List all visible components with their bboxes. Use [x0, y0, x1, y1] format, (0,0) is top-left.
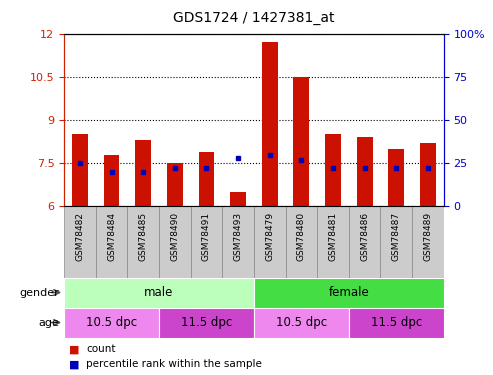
- Bar: [230, 192, 246, 206]
- Bar: [381, 206, 412, 278]
- Text: GSM78489: GSM78489: [423, 212, 432, 261]
- Text: GSM78493: GSM78493: [234, 212, 243, 261]
- Text: ■: ■: [69, 344, 79, 354]
- Bar: [285, 206, 317, 278]
- Bar: [388, 149, 404, 206]
- Bar: [357, 137, 373, 206]
- Bar: [127, 206, 159, 278]
- Bar: [254, 206, 285, 278]
- Text: female: female: [328, 286, 369, 299]
- Bar: [262, 42, 278, 206]
- Bar: [254, 308, 349, 338]
- Bar: [104, 154, 119, 206]
- Text: GSM78482: GSM78482: [75, 212, 84, 261]
- Bar: [199, 152, 214, 206]
- Bar: [412, 206, 444, 278]
- Bar: [317, 206, 349, 278]
- Bar: [64, 278, 254, 308]
- Text: 10.5 dpc: 10.5 dpc: [86, 316, 137, 329]
- Bar: [167, 163, 183, 206]
- Bar: [159, 206, 191, 278]
- Bar: [72, 134, 88, 206]
- Bar: [222, 206, 254, 278]
- Text: GSM78480: GSM78480: [297, 212, 306, 261]
- Text: GSM78487: GSM78487: [392, 212, 401, 261]
- Text: 11.5 dpc: 11.5 dpc: [371, 316, 422, 329]
- Text: GSM78484: GSM78484: [107, 212, 116, 261]
- Text: male: male: [144, 286, 174, 299]
- Text: age: age: [38, 318, 59, 327]
- Text: GDS1724 / 1427381_at: GDS1724 / 1427381_at: [173, 11, 335, 25]
- Bar: [325, 134, 341, 206]
- Bar: [349, 308, 444, 338]
- Text: 10.5 dpc: 10.5 dpc: [276, 316, 327, 329]
- Text: GSM78485: GSM78485: [139, 212, 148, 261]
- Bar: [135, 140, 151, 206]
- Text: GSM78490: GSM78490: [170, 212, 179, 261]
- Text: count: count: [86, 344, 116, 354]
- Bar: [420, 143, 436, 206]
- Text: gender: gender: [19, 288, 59, 297]
- Bar: [191, 206, 222, 278]
- Text: GSM78479: GSM78479: [265, 212, 274, 261]
- Bar: [64, 206, 96, 278]
- Bar: [293, 77, 309, 206]
- Bar: [159, 308, 254, 338]
- Text: GSM78481: GSM78481: [328, 212, 338, 261]
- Text: GSM78491: GSM78491: [202, 212, 211, 261]
- Bar: [349, 206, 381, 278]
- Text: ■: ■: [69, 359, 79, 369]
- Bar: [96, 206, 127, 278]
- Bar: [254, 278, 444, 308]
- Bar: [64, 308, 159, 338]
- Text: percentile rank within the sample: percentile rank within the sample: [86, 359, 262, 369]
- Text: GSM78486: GSM78486: [360, 212, 369, 261]
- Text: 11.5 dpc: 11.5 dpc: [181, 316, 232, 329]
